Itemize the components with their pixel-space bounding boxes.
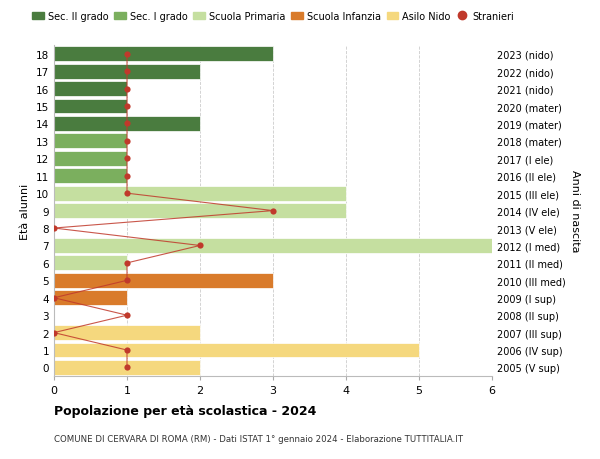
Point <box>122 121 132 128</box>
Point <box>49 225 59 232</box>
Bar <box>54 273 273 288</box>
Bar <box>54 65 200 79</box>
Bar <box>54 325 200 340</box>
Point <box>268 207 278 215</box>
Y-axis label: Anni di nascita: Anni di nascita <box>569 170 580 252</box>
Point <box>122 312 132 319</box>
Bar <box>54 134 127 149</box>
Point <box>122 347 132 354</box>
Y-axis label: Età alunni: Età alunni <box>20 183 31 239</box>
Text: COMUNE DI CERVARA DI ROMA (RM) - Dati ISTAT 1° gennaio 2024 - Elaborazione TUTTI: COMUNE DI CERVARA DI ROMA (RM) - Dati IS… <box>54 434 463 443</box>
Bar <box>54 100 127 114</box>
Point <box>122 155 132 162</box>
Bar <box>54 47 273 62</box>
Point <box>122 190 132 197</box>
Bar <box>54 151 127 166</box>
Point <box>122 103 132 111</box>
Point <box>195 242 205 250</box>
Bar <box>54 291 127 306</box>
Bar <box>54 239 492 253</box>
Point <box>122 68 132 76</box>
Bar <box>54 186 346 201</box>
Point <box>49 294 59 302</box>
Text: Popolazione per età scolastica - 2024: Popolazione per età scolastica - 2024 <box>54 404 316 417</box>
Bar <box>54 343 419 358</box>
Legend: Sec. II grado, Sec. I grado, Scuola Primaria, Scuola Infanzia, Asilo Nido, Stran: Sec. II grado, Sec. I grado, Scuola Prim… <box>28 8 518 26</box>
Point <box>122 277 132 285</box>
Bar <box>54 82 127 97</box>
Point <box>122 260 132 267</box>
Point <box>122 51 132 58</box>
Point <box>122 86 132 93</box>
Bar <box>54 256 127 271</box>
Point <box>122 173 132 180</box>
Point <box>49 329 59 336</box>
Bar <box>54 169 127 184</box>
Point <box>122 138 132 145</box>
Bar <box>54 204 346 218</box>
Point <box>122 364 132 371</box>
Bar <box>54 117 200 132</box>
Bar <box>54 360 200 375</box>
